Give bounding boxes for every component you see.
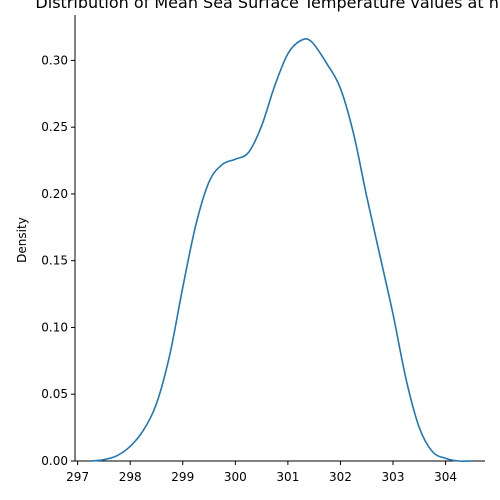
x-tick-label: 303 xyxy=(382,470,405,484)
y-axis-label: Density xyxy=(15,217,29,263)
x-tick-label: 300 xyxy=(224,470,247,484)
density-curve xyxy=(90,37,472,462)
chart-title: Distribution of Mean Sea Surface Tempera… xyxy=(35,0,500,12)
y-ticks: 0.00 0.05 0.10 0.15 0.20 0.25 0.30 xyxy=(41,53,75,468)
y-tick-label: 0.30 xyxy=(41,53,68,67)
x-tick-label: 297 xyxy=(66,470,89,484)
y-tick-label: 0.05 xyxy=(41,387,68,401)
x-tick-label: 301 xyxy=(276,470,299,484)
y-tick-label: 0.25 xyxy=(41,120,68,134)
x-tick-label: 298 xyxy=(119,470,142,484)
x-tick-label: 304 xyxy=(434,470,457,484)
x-ticks: 297 298 299 300 301 302 303 304 xyxy=(66,461,457,484)
y-tick-label: 0.20 xyxy=(41,187,68,201)
y-tick-label: 0.10 xyxy=(41,320,68,334)
y-tick-label: 0.00 xyxy=(41,454,68,468)
y-tick-label: 0.15 xyxy=(41,254,68,268)
x-tick-label: 302 xyxy=(329,470,352,484)
x-tick-label: 299 xyxy=(171,470,194,484)
axes xyxy=(74,15,485,462)
plot-area xyxy=(90,37,472,462)
